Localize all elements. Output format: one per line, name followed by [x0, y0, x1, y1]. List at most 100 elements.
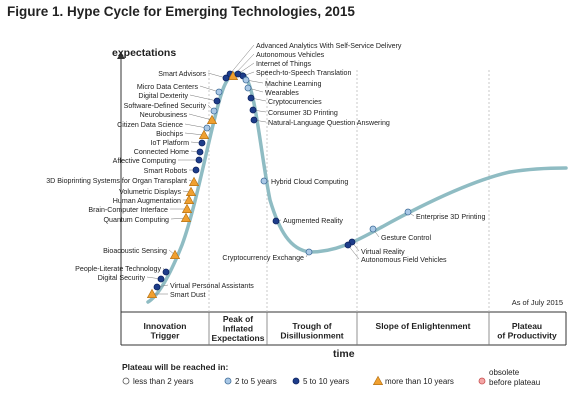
label-digital-security: Digital Security — [98, 274, 146, 282]
label-wearables: Wearables — [265, 89, 299, 97]
phase-label-peak-of-inflated-expectations: Peak of Inflated Expectations — [212, 314, 265, 343]
label-natural-language-question-answering: Natural-Language Question Answering — [268, 119, 390, 127]
legend: Plateau will be reached in: less than 2 y… — [122, 362, 540, 387]
marker-augmented-reality — [272, 217, 280, 225]
label-citizen-data-science: Citizen Data Science — [117, 121, 183, 129]
label-biochips: Biochips — [156, 130, 183, 138]
marker-biochips — [198, 129, 210, 139]
marker-micro-data-centers — [215, 88, 223, 96]
label-cryptocurrency-exchange: Cryptocurrency Exchange — [222, 254, 304, 262]
legend-label-5to10: 5 to 10 years — [303, 377, 349, 386]
marker-cryptocurrency-exchange — [305, 248, 313, 256]
label-advanced-analytics-with-self-service-delivery: Advanced Analytics With Self-Service Del… — [256, 42, 402, 50]
leader-digital-dexterity — [189, 94, 218, 102]
label-smart-robots: Smart Robots — [144, 167, 188, 175]
x-axis-label: time — [333, 348, 355, 360]
marker-consumer-3d-printing — [249, 106, 257, 114]
label-human-augmentation: Human Augmentation — [113, 197, 181, 205]
marker-digital-dexterity — [213, 97, 221, 105]
label-bioacoustic-sensing: Bioacoustic Sensing — [103, 247, 167, 255]
marker-smart-advisors — [222, 74, 230, 82]
marker-wearables — [244, 84, 252, 92]
label-brain-computer-interface: Brain-Computer Interface — [88, 206, 168, 214]
leader-biochips — [184, 132, 205, 136]
marker-affective-computing — [195, 156, 203, 164]
marker-software-defined-security — [210, 107, 218, 115]
legend-marker-gt10 — [372, 375, 384, 385]
label-virtual-personal-assistants: Virtual Personal Assistants — [170, 282, 254, 290]
marker-gesture-control — [369, 225, 377, 233]
label-gesture-control: Gesture Control — [381, 234, 431, 242]
label-autonomous-vehicles: Autonomous Vehicles — [256, 51, 325, 59]
label-digital-dexterity: Digital Dexterity — [138, 92, 188, 100]
label-hybrid-cloud-computing: Hybrid Cloud Computing — [271, 178, 348, 186]
label-neurobusiness: Neurobusiness — [140, 111, 188, 119]
marker-people-literate-technology — [162, 268, 170, 276]
marker-bioacoustic-sensing — [169, 249, 181, 259]
phase-label-innovation-trigger: Innovation Trigger — [144, 321, 187, 341]
y-axis-arrow — [117, 52, 125, 59]
marker-hybrid-cloud-computing — [260, 177, 268, 185]
phase-label-slope-of-enlightenment: Slope of Enlightenment — [376, 321, 471, 331]
legend-title: Plateau will be reached in: — [122, 362, 228, 372]
label-affective-computing: Affective Computing — [113, 157, 176, 165]
marker-connected-home — [196, 148, 204, 156]
label-machine-learning: Machine Learning — [265, 80, 321, 88]
label-enterprise-3d-printing: Enterprise 3D Printing — [416, 213, 485, 221]
marker-quantum-computing — [180, 212, 192, 222]
label-cryptocurrencies: Cryptocurrencies — [268, 98, 322, 106]
marker-digital-security — [157, 275, 165, 283]
chart-frame: expectations time As of July 2015 — [112, 47, 567, 360]
marker-cryptocurrencies — [247, 94, 255, 102]
marker-human-augmentation — [183, 194, 195, 204]
marker-smart-dust — [146, 288, 158, 298]
marker-volumetric-displays — [185, 186, 197, 196]
marker-machine-learning — [242, 76, 250, 84]
legend-marker-5to10 — [292, 377, 300, 385]
label-autonomous-field-vehicles: Autonomous Field Vehicles — [361, 256, 447, 264]
marker-neurobusiness — [206, 114, 218, 124]
marker-3d-bioprinting-systems-for-organ-transplant — [188, 176, 200, 186]
label-micro-data-centers: Micro Data Centers — [137, 83, 199, 91]
marker-virtual-personal-assistants — [153, 283, 161, 291]
legend-label-2to5: 2 to 5 years — [235, 377, 277, 386]
label-quantum-computing: Quantum Computing — [104, 216, 170, 224]
legend-label-obsolete-2: before plateau — [489, 378, 540, 387]
label-connected-home: Connected Home — [134, 148, 189, 156]
marker-enterprise-3d-printing — [404, 208, 412, 216]
marker-brain-computer-interface — [181, 203, 193, 213]
phase-label-layer: Innovation Trigger Peak of Inflated Expectat… — [144, 314, 558, 343]
as-of-note: As of July 2015 — [512, 298, 563, 307]
hype-curve-layer — [146, 71, 568, 304]
label-smart-advisors: Smart Advisors — [158, 70, 206, 78]
legend-label-lt2: less than 2 years — [133, 377, 193, 386]
legend-label-gt10: more than 10 years — [385, 377, 454, 386]
legend-marker-obsolete — [478, 377, 486, 385]
leader-advanced-analytics-with-self-service-delivery — [229, 44, 255, 75]
label-people-literate-technology: People-Literate Technology — [75, 265, 161, 273]
phase-label-plateau-of-productivity: Plateau of Productivity — [497, 321, 557, 341]
hype-curve — [146, 71, 568, 304]
legend-label-obsolete-1: obsolete — [489, 368, 520, 377]
label-smart-dust: Smart Dust — [170, 291, 206, 299]
technology-label-layer: Advanced Analytics With Self-Service Del… — [46, 42, 485, 299]
y-axis-label: expectations — [112, 47, 176, 59]
label-virtual-reality: Virtual Reality — [361, 248, 405, 256]
label-consumer-3d-printing: Consumer 3D Printing — [268, 109, 338, 117]
legend-marker-lt2 — [122, 377, 130, 385]
label-internet-of-things: Internet of Things — [256, 60, 312, 68]
marker-smart-robots — [192, 166, 200, 174]
leader-citizen-data-science — [184, 123, 208, 129]
leader-neurobusiness — [188, 113, 213, 121]
label-3d-bioprinting-systems-for-organ-transplant: 3D Bioprinting Systems for Organ Transpl… — [46, 177, 187, 185]
marker-iot-platform — [198, 139, 206, 147]
label-software-defined-security: Software-Defined Security — [124, 102, 207, 110]
legend-marker-2to5 — [224, 377, 232, 385]
label-speech-to-speech-translation: Speech-to-Speech Translation — [256, 69, 351, 77]
phase-label-trough-of-disillusionment: Trough of Disillusionment — [280, 321, 343, 341]
label-augmented-reality: Augmented Reality — [283, 217, 343, 225]
marker-natural-language-question-answering — [250, 116, 258, 124]
marker-citizen-data-science — [203, 124, 211, 132]
label-volumetric-displays: Volumetric Displays — [119, 188, 181, 196]
